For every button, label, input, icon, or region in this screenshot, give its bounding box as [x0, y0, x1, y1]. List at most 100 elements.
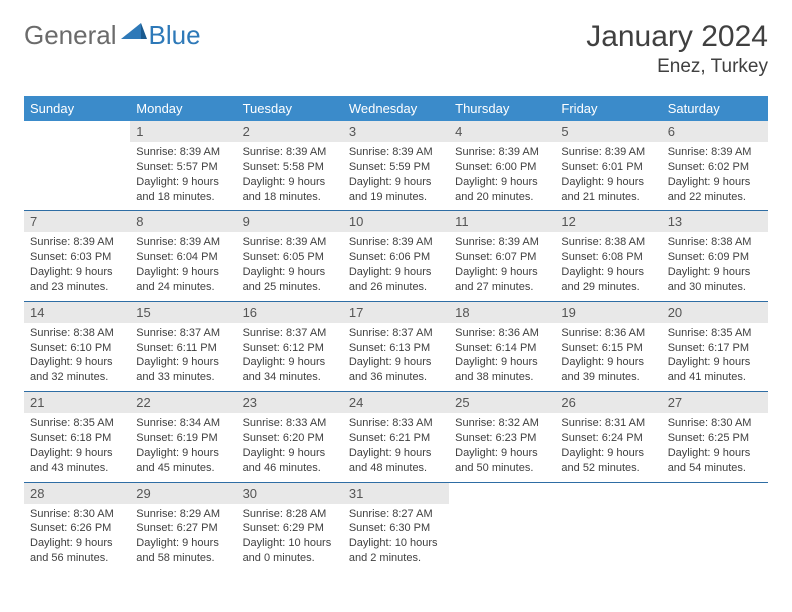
title-block: January 2024 Enez, Turkey [586, 20, 768, 78]
calendar-cell: 24Sunrise: 8:33 AMSunset: 6:21 PMDayligh… [343, 392, 449, 482]
day-data: Sunrise: 8:39 AMSunset: 6:03 PMDaylight:… [24, 232, 130, 300]
calendar-cell: 1Sunrise: 8:39 AMSunset: 5:57 PMDaylight… [130, 121, 236, 211]
logo-text-general: General [24, 20, 117, 51]
month-title: January 2024 [586, 20, 768, 54]
day-number: 14 [24, 302, 130, 323]
day-data: Sunrise: 8:27 AMSunset: 6:30 PMDaylight:… [343, 504, 449, 572]
day-number: 5 [555, 121, 661, 142]
logo-triangle-icon [121, 21, 147, 46]
weekday-header: Thursday [449, 96, 555, 121]
calendar-row: 21Sunrise: 8:35 AMSunset: 6:18 PMDayligh… [24, 392, 768, 482]
calendar-cell: 14Sunrise: 8:38 AMSunset: 6:10 PMDayligh… [24, 301, 130, 391]
day-number: 19 [555, 302, 661, 323]
weekday-header: Saturday [662, 96, 768, 121]
calendar-cell: 27Sunrise: 8:30 AMSunset: 6:25 PMDayligh… [662, 392, 768, 482]
day-data: Sunrise: 8:39 AMSunset: 6:06 PMDaylight:… [343, 232, 449, 300]
day-number: 3 [343, 121, 449, 142]
day-number: 7 [24, 211, 130, 232]
calendar-cell: 5Sunrise: 8:39 AMSunset: 6:01 PMDaylight… [555, 121, 661, 211]
day-data: Sunrise: 8:36 AMSunset: 6:14 PMDaylight:… [449, 323, 555, 391]
day-number: 11 [449, 211, 555, 232]
day-number: 18 [449, 302, 555, 323]
day-number: 29 [130, 483, 236, 504]
day-number: 27 [662, 392, 768, 413]
day-number: 9 [237, 211, 343, 232]
calendar-cell [24, 121, 130, 211]
logo: General Blue [24, 20, 201, 51]
calendar-body: 1Sunrise: 8:39 AMSunset: 5:57 PMDaylight… [24, 121, 768, 572]
calendar-cell: 26Sunrise: 8:31 AMSunset: 6:24 PMDayligh… [555, 392, 661, 482]
calendar-row: 28Sunrise: 8:30 AMSunset: 6:26 PMDayligh… [24, 482, 768, 572]
day-data: Sunrise: 8:30 AMSunset: 6:25 PMDaylight:… [662, 413, 768, 481]
calendar-cell: 30Sunrise: 8:28 AMSunset: 6:29 PMDayligh… [237, 482, 343, 572]
weekday-header: Tuesday [237, 96, 343, 121]
logo-text-blue: Blue [149, 20, 201, 51]
calendar-cell: 29Sunrise: 8:29 AMSunset: 6:27 PMDayligh… [130, 482, 236, 572]
day-data: Sunrise: 8:37 AMSunset: 6:11 PMDaylight:… [130, 323, 236, 391]
calendar-cell: 21Sunrise: 8:35 AMSunset: 6:18 PMDayligh… [24, 392, 130, 482]
weekday-header: Monday [130, 96, 236, 121]
calendar-cell: 20Sunrise: 8:35 AMSunset: 6:17 PMDayligh… [662, 301, 768, 391]
day-data: Sunrise: 8:38 AMSunset: 6:10 PMDaylight:… [24, 323, 130, 391]
calendar-cell: 11Sunrise: 8:39 AMSunset: 6:07 PMDayligh… [449, 211, 555, 301]
day-data: Sunrise: 8:39 AMSunset: 5:58 PMDaylight:… [237, 142, 343, 210]
day-data: Sunrise: 8:31 AMSunset: 6:24 PMDaylight:… [555, 413, 661, 481]
calendar-cell: 23Sunrise: 8:33 AMSunset: 6:20 PMDayligh… [237, 392, 343, 482]
day-number: 22 [130, 392, 236, 413]
day-data: Sunrise: 8:39 AMSunset: 6:07 PMDaylight:… [449, 232, 555, 300]
calendar-cell: 10Sunrise: 8:39 AMSunset: 6:06 PMDayligh… [343, 211, 449, 301]
day-data: Sunrise: 8:32 AMSunset: 6:23 PMDaylight:… [449, 413, 555, 481]
day-data: Sunrise: 8:38 AMSunset: 6:09 PMDaylight:… [662, 232, 768, 300]
calendar-cell: 18Sunrise: 8:36 AMSunset: 6:14 PMDayligh… [449, 301, 555, 391]
day-data: Sunrise: 8:37 AMSunset: 6:13 PMDaylight:… [343, 323, 449, 391]
day-data: Sunrise: 8:33 AMSunset: 6:20 PMDaylight:… [237, 413, 343, 481]
day-data: Sunrise: 8:36 AMSunset: 6:15 PMDaylight:… [555, 323, 661, 391]
day-data: Sunrise: 8:39 AMSunset: 5:57 PMDaylight:… [130, 142, 236, 210]
day-number: 28 [24, 483, 130, 504]
calendar-cell: 19Sunrise: 8:36 AMSunset: 6:15 PMDayligh… [555, 301, 661, 391]
calendar-cell: 3Sunrise: 8:39 AMSunset: 5:59 PMDaylight… [343, 121, 449, 211]
weekday-header: Friday [555, 96, 661, 121]
day-number: 20 [662, 302, 768, 323]
day-data: Sunrise: 8:35 AMSunset: 6:17 PMDaylight:… [662, 323, 768, 391]
day-number: 26 [555, 392, 661, 413]
day-number: 13 [662, 211, 768, 232]
day-number: 1 [130, 121, 236, 142]
weekday-header-row: SundayMondayTuesdayWednesdayThursdayFrid… [24, 96, 768, 121]
day-number: 25 [449, 392, 555, 413]
calendar-row: 1Sunrise: 8:39 AMSunset: 5:57 PMDaylight… [24, 121, 768, 211]
calendar-cell [555, 482, 661, 572]
calendar-cell: 13Sunrise: 8:38 AMSunset: 6:09 PMDayligh… [662, 211, 768, 301]
day-number: 12 [555, 211, 661, 232]
day-number: 8 [130, 211, 236, 232]
calendar-cell: 15Sunrise: 8:37 AMSunset: 6:11 PMDayligh… [130, 301, 236, 391]
calendar-cell: 17Sunrise: 8:37 AMSunset: 6:13 PMDayligh… [343, 301, 449, 391]
day-number: 30 [237, 483, 343, 504]
calendar-cell: 6Sunrise: 8:39 AMSunset: 6:02 PMDaylight… [662, 121, 768, 211]
day-number: 24 [343, 392, 449, 413]
day-data: Sunrise: 8:39 AMSunset: 6:01 PMDaylight:… [555, 142, 661, 210]
day-data: Sunrise: 8:35 AMSunset: 6:18 PMDaylight:… [24, 413, 130, 481]
calendar-cell: 4Sunrise: 8:39 AMSunset: 6:00 PMDaylight… [449, 121, 555, 211]
day-number: 31 [343, 483, 449, 504]
location: Enez, Turkey [586, 56, 768, 78]
calendar-cell: 16Sunrise: 8:37 AMSunset: 6:12 PMDayligh… [237, 301, 343, 391]
day-data: Sunrise: 8:33 AMSunset: 6:21 PMDaylight:… [343, 413, 449, 481]
day-number: 2 [237, 121, 343, 142]
day-number: 15 [130, 302, 236, 323]
weekday-header: Sunday [24, 96, 130, 121]
day-data: Sunrise: 8:39 AMSunset: 6:02 PMDaylight:… [662, 142, 768, 210]
day-data: Sunrise: 8:37 AMSunset: 6:12 PMDaylight:… [237, 323, 343, 391]
weekday-header: Wednesday [343, 96, 449, 121]
day-data: Sunrise: 8:39 AMSunset: 6:05 PMDaylight:… [237, 232, 343, 300]
calendar-cell: 28Sunrise: 8:30 AMSunset: 6:26 PMDayligh… [24, 482, 130, 572]
calendar-table: SundayMondayTuesdayWednesdayThursdayFrid… [24, 96, 768, 572]
day-data: Sunrise: 8:39 AMSunset: 5:59 PMDaylight:… [343, 142, 449, 210]
calendar-cell [662, 482, 768, 572]
day-number: 21 [24, 392, 130, 413]
day-number: 17 [343, 302, 449, 323]
day-number: 6 [662, 121, 768, 142]
day-number: 23 [237, 392, 343, 413]
header: General Blue January 2024 Enez, Turkey [24, 20, 768, 78]
calendar-row: 7Sunrise: 8:39 AMSunset: 6:03 PMDaylight… [24, 211, 768, 301]
